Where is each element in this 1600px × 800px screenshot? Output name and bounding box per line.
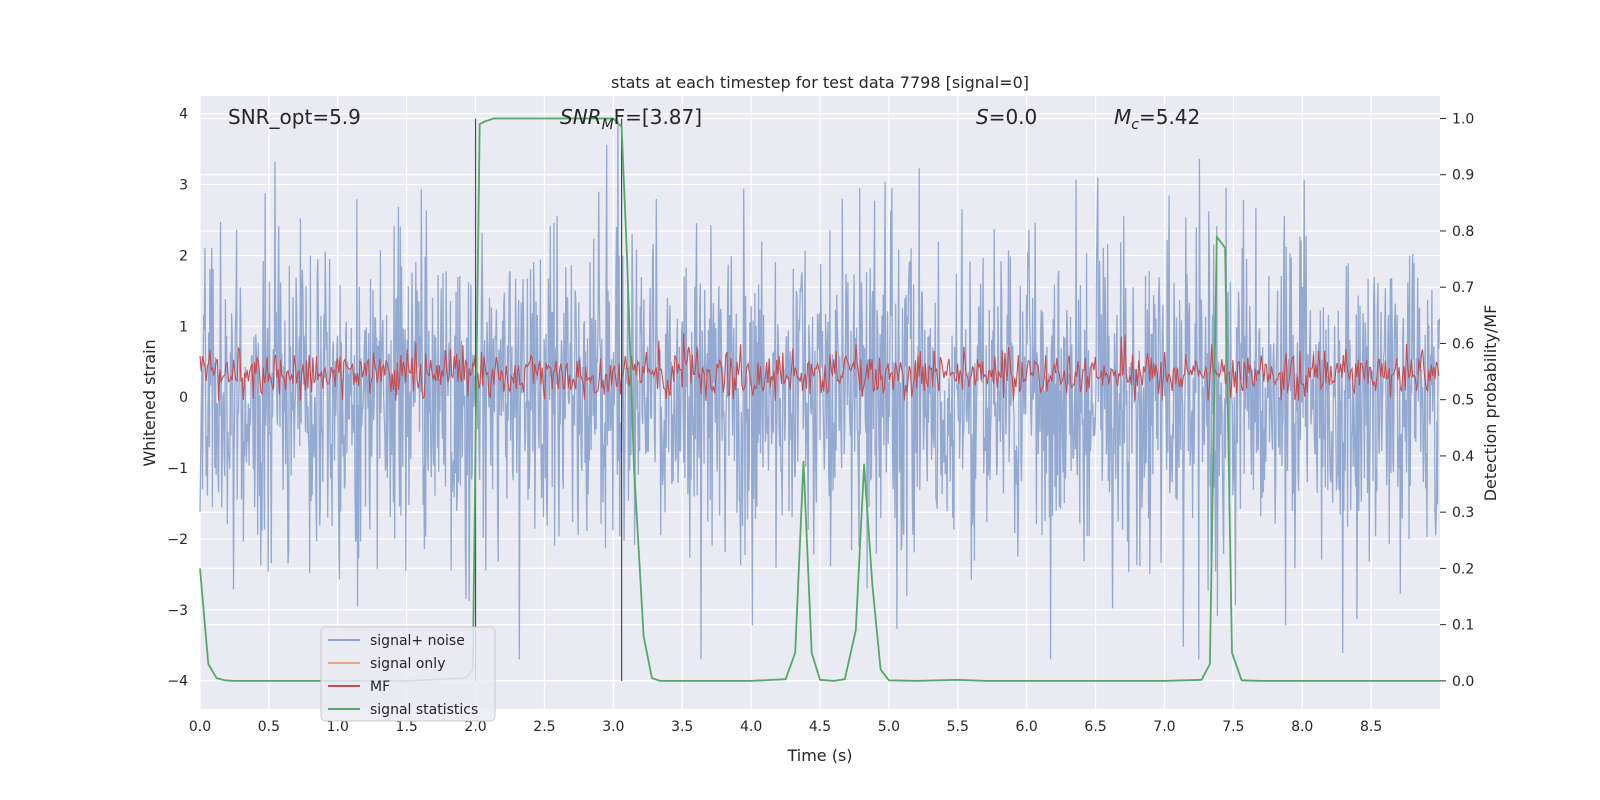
legend-label-signal-statistics: signal statistics	[370, 702, 478, 718]
legend-label-signal-noise: signal+ noise	[370, 633, 465, 649]
y-right-tick-label: 0.5	[1452, 393, 1474, 409]
y-right-tick-label: 0.7	[1452, 280, 1474, 296]
x-tick-label: 8.0	[1291, 719, 1313, 735]
mf-series	[199, 333, 1440, 401]
y-right-tick-label: 0.3	[1452, 505, 1474, 521]
x-axis-ticks: 0.0 0.5 1.0 1.5 2.0 2.5 3.0 3.5 4.0 4.5 5.0 5.5 6.0 6…	[189, 719, 1382, 735]
x-axis-label: Time (s)	[786, 746, 852, 765]
annotation-mc-symbol: M	[1114, 105, 1131, 129]
x-tick-label: 4.5	[809, 719, 831, 735]
y-left-tick-label: −3	[167, 603, 188, 619]
y-axis-right-ticks: 1.0 0.9 0.8 0.7 0.6 0.5 0.4 0.3 0.2 0.1 0.0	[1440, 111, 1474, 690]
x-tick-label: 1.5	[396, 719, 418, 735]
y-right-tick-label: 1.0	[1452, 111, 1474, 127]
x-tick-label: 4.0	[740, 719, 762, 735]
annotation-snr-mf: SNRMF=[3.87]	[560, 105, 702, 133]
y-right-tick-label: 0.8	[1452, 224, 1474, 240]
x-tick-label: 0.0	[189, 719, 211, 735]
mf-line	[199, 333, 1440, 401]
x-tick-label: 5.5	[947, 719, 969, 735]
y-left-tick-label: 3	[179, 178, 188, 194]
y-right-tick-label: 0.2	[1452, 561, 1474, 577]
x-tick-label: 7.0	[1153, 719, 1175, 735]
x-tick-label: 6.0	[1016, 719, 1038, 735]
y-right-tick-label: 0.6	[1452, 336, 1474, 352]
annotation-mc-value: =5.42	[1139, 105, 1200, 129]
x-tick-label: 7.5	[1222, 719, 1244, 735]
annotation-s-symbol: S	[976, 105, 989, 129]
x-tick-label: 5.0	[878, 719, 900, 735]
annotation-snr-opt: SNR_opt=5.9	[228, 105, 361, 129]
x-tick-label: 2.0	[464, 719, 486, 735]
x-tick-label: 3.5	[671, 719, 693, 735]
y-left-tick-label: −1	[167, 461, 188, 477]
y-right-tick-label: 0.1	[1452, 618, 1474, 634]
y-axis-left-ticks: 4 3 2 1 0 −1 −2 −3 −4	[167, 107, 188, 690]
legend-box	[320, 626, 496, 722]
y-left-tick-label: −4	[167, 674, 188, 690]
chart-title: stats at each timestep for test data 779…	[611, 73, 1029, 92]
y-left-tick-label: 4	[179, 107, 188, 123]
y-left-tick-label: 2	[179, 248, 188, 264]
annotation-s: S=0.0	[976, 105, 1037, 129]
annotation-mc: Mc=5.42	[1114, 105, 1200, 133]
annotation-snr-mf-subscript: M	[602, 117, 614, 133]
x-tick-label: 6.5	[1084, 719, 1106, 735]
y-left-tick-label: 0	[179, 390, 188, 406]
x-tick-label: 3.0	[602, 719, 624, 735]
annotation-snr-mf-symbol: SNR	[560, 105, 602, 129]
annotation-mc-subscript: c	[1131, 117, 1139, 133]
x-tick-label: 2.5	[533, 719, 555, 735]
x-tick-label: 1.0	[327, 719, 349, 735]
y-left-tick-label: −2	[167, 532, 188, 548]
legend-label-mf: MF	[370, 679, 390, 695]
annotation-s-value: =0.0	[989, 105, 1038, 129]
annotation-snr-mf-value: F=[3.87]	[614, 105, 702, 129]
x-tick-label: 8.5	[1360, 719, 1382, 735]
legend-label-signal-only: signal only	[370, 656, 445, 672]
y-axis-left-label: Whitened strain	[140, 339, 159, 466]
y-right-tick-label: 0.9	[1452, 168, 1474, 184]
y-right-tick-label: 0.0	[1452, 674, 1474, 690]
y-left-tick-label: 1	[179, 319, 188, 335]
y-axis-right-label: Detection probability/MF	[1481, 305, 1500, 502]
x-tick-label: 0.5	[258, 719, 280, 735]
legend: signal+ noise signal only MF signal stat…	[320, 626, 496, 722]
y-right-tick-label: 0.4	[1452, 449, 1474, 465]
